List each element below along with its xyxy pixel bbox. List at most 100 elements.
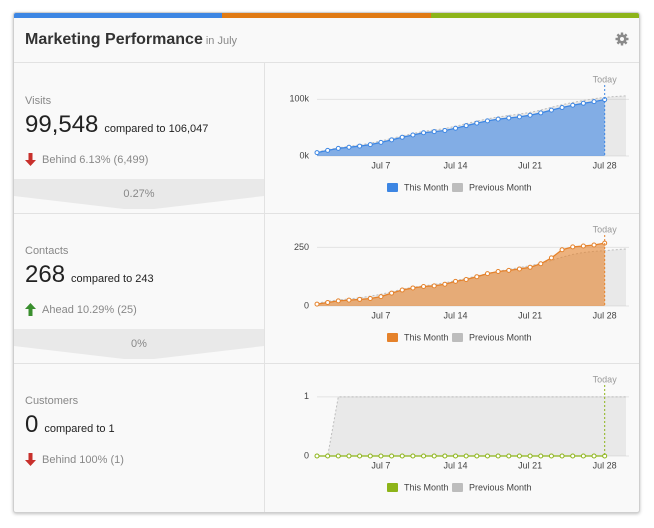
funnel: 0.27% [14, 179, 264, 209]
x-tick-label: Jul 28 [593, 310, 617, 320]
point [570, 102, 576, 108]
metric-row: Visits 99,548 compared to 106,047 Behind 6.… [14, 63, 639, 214]
point [431, 453, 437, 459]
metric-label: Visits [25, 95, 52, 107]
legend-swatch [452, 483, 463, 492]
point [357, 453, 363, 459]
point [474, 120, 480, 126]
point [463, 453, 469, 459]
metric-label: Contacts [25, 245, 69, 257]
metric-line: 99,548 compared to 106,047 [25, 111, 208, 139]
point [506, 453, 512, 459]
point [527, 264, 533, 270]
point [335, 298, 341, 304]
title-text: Marketing Performance [25, 31, 203, 48]
x-tick-label: Jul 21 [518, 160, 542, 170]
point [559, 105, 565, 111]
point [484, 271, 490, 277]
dashboard-card: Marketing Performance in July Visits 99,54… [13, 12, 640, 513]
point [516, 266, 522, 272]
point [495, 269, 501, 275]
x-tick-label: Jul 14 [444, 310, 468, 320]
point [463, 123, 469, 129]
point [570, 244, 576, 250]
title: Marketing Performance in July [25, 31, 237, 49]
point [580, 243, 586, 249]
point [442, 453, 448, 459]
area [317, 99, 605, 156]
metric-panel: Customers 0 compared to 1 Behind 100% (1) [14, 363, 265, 512]
point [314, 150, 320, 156]
point [389, 453, 395, 459]
legend-swatch [452, 333, 463, 342]
point [580, 100, 586, 106]
x-tick-label: Jul 7 [371, 310, 390, 320]
point [548, 453, 554, 459]
metric-comparison: compared to 1 [44, 423, 115, 435]
point [346, 144, 352, 150]
line [316, 98, 605, 154]
point [516, 453, 522, 459]
arrow-shape [25, 453, 36, 466]
point [495, 116, 501, 122]
point [538, 261, 544, 267]
metric-panel: Visits 99,548 compared to 106,047 Behind 6.… [14, 63, 265, 213]
point [378, 139, 384, 145]
point [421, 284, 427, 290]
x-tick-label: Jul 21 [518, 460, 542, 470]
point [453, 125, 459, 131]
y-tick-label: 250 [294, 242, 309, 252]
point [367, 295, 373, 301]
point [442, 128, 448, 133]
legend-label: Previous Month [469, 332, 532, 342]
point [495, 453, 501, 459]
area [317, 396, 626, 456]
funnel: 0% [14, 329, 264, 359]
point [453, 278, 459, 284]
point [484, 118, 490, 124]
chart: 0 1 Jul 7 Jul 14 Jul 21 Jul 28 Today This Month… [304, 374, 629, 492]
point [516, 114, 522, 120]
point [559, 453, 565, 459]
point [357, 143, 363, 149]
settings-icon[interactable] [615, 32, 629, 46]
point [463, 277, 469, 283]
metric-line: 268 compared to 243 [25, 261, 154, 289]
header: Marketing Performance in July [14, 18, 639, 63]
point [378, 294, 384, 300]
legend-swatch [387, 183, 398, 192]
today-label: Today [593, 224, 618, 234]
funnel-shape [14, 329, 264, 359]
metric-status: Behind 6.13% (6,499) [25, 153, 148, 166]
line [316, 248, 627, 304]
legend-label: This Month [404, 332, 449, 342]
point [591, 242, 597, 248]
metric-comparison: compared to 106,047 [104, 123, 209, 135]
point [421, 130, 427, 136]
x-tick-label: Jul 7 [371, 460, 390, 470]
x-tick-label: Jul 21 [518, 310, 542, 320]
metric-comparison: compared to 243 [71, 273, 154, 285]
point [335, 145, 341, 151]
point [378, 453, 384, 459]
legend-swatch [387, 333, 398, 342]
metric-value: 0 [25, 411, 39, 438]
funnel-rate: 0% [131, 338, 147, 350]
arrow-shape [25, 303, 36, 316]
chart: 0k 100k Jul 7 Jul 14 Jul 21 Jul 28 Today This M… [289, 74, 629, 192]
point [506, 267, 512, 273]
point [314, 301, 320, 307]
point [410, 453, 416, 459]
metric-status: Ahead 10.29% (25) [25, 303, 137, 316]
metric-label: Customers [25, 395, 79, 407]
point [538, 453, 544, 459]
x-tick-label: Jul 14 [444, 460, 468, 470]
point [580, 453, 586, 459]
line [317, 396, 626, 457]
point [367, 142, 373, 148]
point [410, 285, 416, 291]
status-text: Ahead 10.29% (25) [42, 304, 137, 316]
today-label: Today [593, 74, 618, 84]
funnel-rate: 0.27% [123, 188, 154, 200]
